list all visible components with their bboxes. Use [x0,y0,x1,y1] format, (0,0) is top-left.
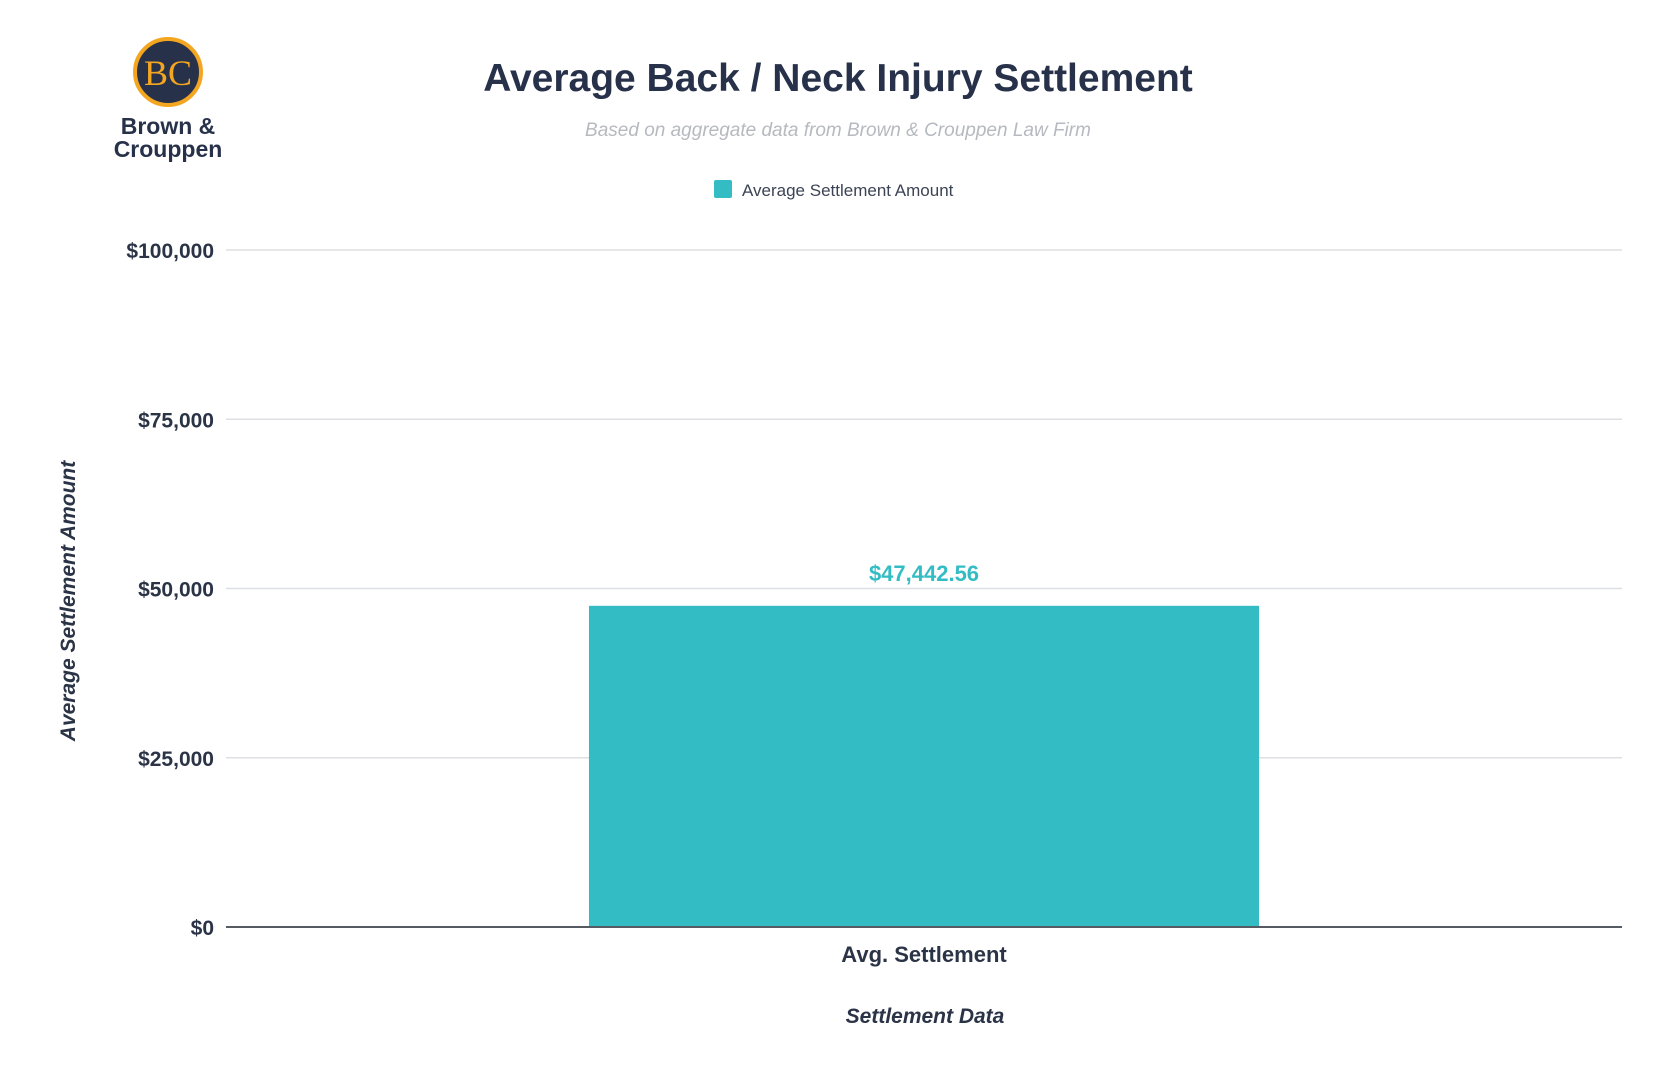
logo-wordmark-line2: Crouppen [114,136,223,162]
x-axis-title: Settlement Data [846,1005,1005,1028]
bars: $47,442.56 [588,561,1260,927]
logo-badge-icon [133,37,203,107]
x-axis-categories: Avg. Settlement [841,942,1007,967]
bar-data-label: $47,442.56 [869,561,979,586]
y-axis-title: Average Settlement Amount [57,460,80,742]
x-category-label: Avg. Settlement [841,942,1007,967]
bar [588,605,1260,927]
chart-subtitle: Based on aggregate data from Brown & Cro… [585,120,1091,141]
legend: Average Settlement Amount [714,180,954,200]
legend-label: Average Settlement Amount [742,181,954,200]
y-tick-label: $100,000 [126,240,214,263]
chart-title: Average Back / Neck Injury Settlement [483,57,1193,100]
logo-monogram: BC [144,53,192,93]
y-tick-label: $25,000 [138,748,214,771]
y-tick-label: $50,000 [138,579,214,602]
y-tick-label: $0 [191,917,214,940]
logo-wordmark-line1: Brown & [121,113,216,139]
brand-logo: BC Brown & Crouppen [114,37,223,162]
y-axis-ticks: $0 $25,000 $50,000 $75,000 $100,000 [126,240,214,940]
y-tick-label: $75,000 [138,409,214,432]
legend-swatch [714,180,732,198]
